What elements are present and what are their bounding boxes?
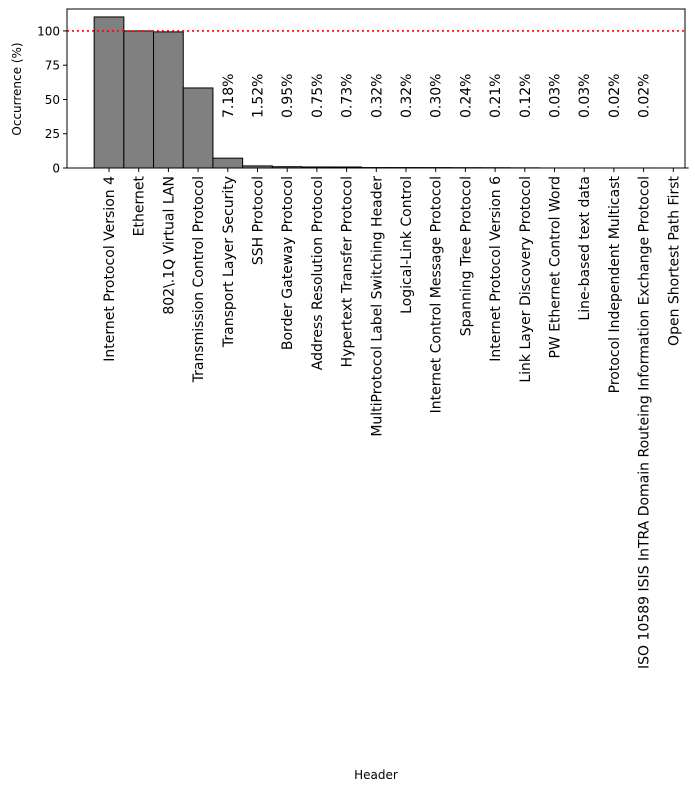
y-tick-label: 25 — [45, 127, 60, 141]
x-tick-label: Address Resolution Protocol — [310, 176, 326, 370]
x-tick-label: MultiProtocol Label Switching Header — [369, 176, 385, 437]
x-tick-label: Open Shortest Path First — [666, 175, 682, 345]
data-label: 0.03% — [577, 74, 593, 118]
x-tick-label: Internet Protocol Version 6 — [488, 176, 504, 362]
x-tick-label: ISO 10589 ISIS InTRA Domain Routeing Inf… — [637, 176, 653, 669]
y-tick-label: 50 — [45, 93, 60, 107]
x-axis-label: Header — [354, 768, 398, 782]
x-tick-label: 802\.1Q Virtual LAN — [161, 176, 177, 315]
x-tick-label: Logical-Link Control — [399, 176, 415, 314]
data-label: 0.12% — [518, 74, 534, 118]
data-labels: 7.18% 1.52% 0.95% 0.75% 0.73% 0.32% 0.32% 0.30%… — [221, 74, 653, 118]
bar — [94, 17, 124, 168]
data-label: 0.32% — [399, 74, 415, 118]
x-tick-label: SSH Protocol — [251, 176, 267, 265]
bars — [94, 17, 688, 168]
x-tick-label: Transmission Control Protocol — [191, 176, 207, 383]
x-tick-label: Transport Layer Security — [221, 176, 237, 348]
x-tick-label: Internet Control Message Protocol — [429, 176, 445, 413]
x-tick-label: PW Ethernet Control Word — [548, 176, 564, 359]
data-label: 0.21% — [488, 74, 504, 118]
x-tick-label: Ethernet — [132, 175, 148, 236]
x-tick-label: Spanning Tree Protocol — [458, 176, 474, 336]
y-tick-label: 75 — [45, 59, 60, 73]
x-tick-label: Link Layer Discovery Protocol — [518, 176, 534, 383]
data-label: 0.24% — [458, 74, 474, 118]
x-tick-label: Protocol Independent Multicast — [607, 175, 623, 393]
data-label: 0.75% — [310, 74, 326, 118]
data-label: 0.02% — [607, 74, 623, 118]
bar — [124, 31, 154, 168]
data-label: 0.95% — [280, 74, 296, 118]
data-label: 0.30% — [429, 74, 445, 118]
y-axis-label: Occurrence (%) — [10, 42, 24, 135]
bar — [213, 158, 243, 168]
data-label: 0.02% — [637, 74, 653, 118]
x-tick-label: Hypertext Transfer Protocol — [340, 176, 356, 367]
data-label: 0.73% — [340, 74, 356, 118]
data-label: 7.18% — [221, 74, 237, 118]
x-axis-ticks: Internet Protocol Version 4 Ethernet 802\.… — [102, 168, 682, 669]
bar — [154, 32, 184, 168]
data-label: 1.52% — [251, 74, 267, 118]
y-axis-ticks: 0 25 50 75 100 — [37, 24, 67, 175]
data-label: 0.03% — [548, 74, 564, 118]
x-tick-label: Border Gateway Protocol — [280, 176, 296, 350]
y-tick-label: 100 — [37, 24, 60, 38]
x-tick-label: Internet Protocol Version 4 — [102, 176, 118, 362]
data-label: 0.32% — [369, 74, 385, 118]
x-tick-label: Line-based text data — [577, 176, 593, 321]
bar — [183, 88, 213, 168]
y-tick-label: 0 — [52, 162, 60, 176]
